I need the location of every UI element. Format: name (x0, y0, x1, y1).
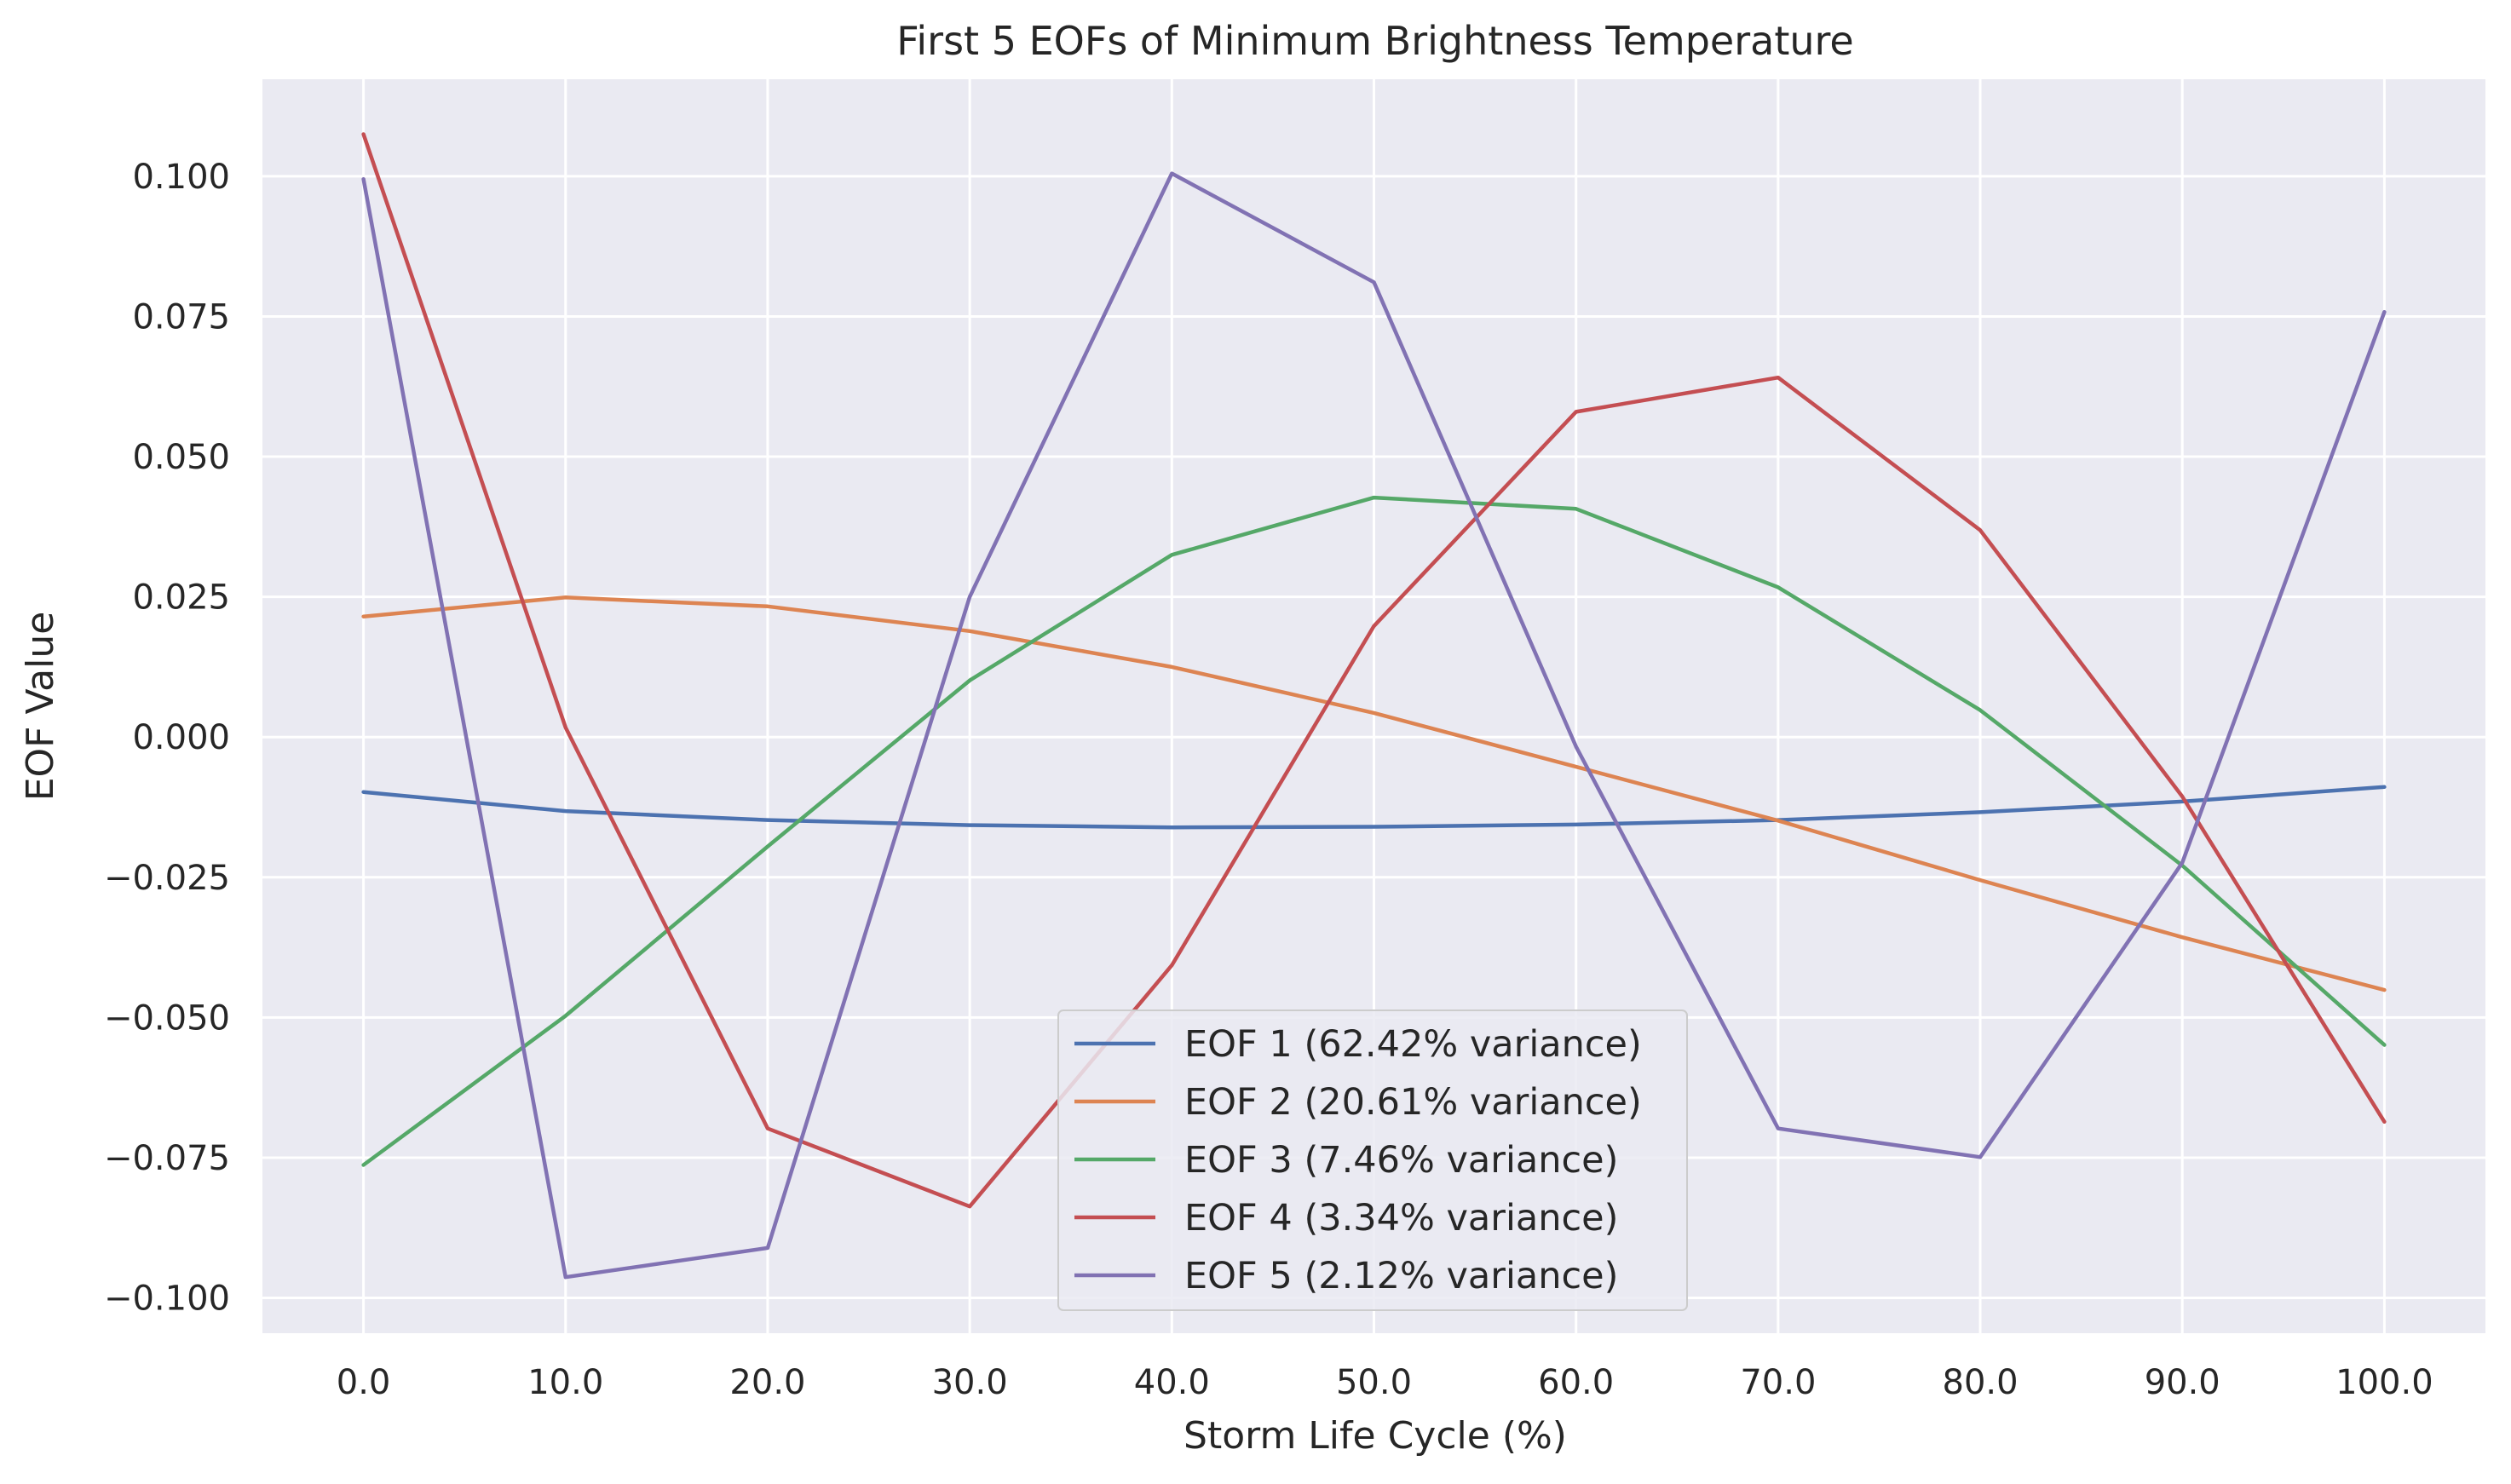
series-line-eof-2 (361, 595, 2387, 992)
y-tick-label: 0.000 (132, 718, 230, 757)
series-line-eof-3 (361, 495, 2387, 1167)
series-line-eof-1 (361, 785, 2387, 830)
legend-label: EOF 4 (3.34% variance) (1184, 1197, 1618, 1240)
legend: EOF 1 (62.42% variance) EOF 2 (20.61% var… (1057, 1009, 1688, 1311)
x-tick-label: 30.0 (932, 1363, 1008, 1402)
x-tick-label: 100.0 (2335, 1363, 2433, 1402)
x-tick-label: 0.0 (337, 1363, 391, 1402)
y-tick-label: −0.100 (104, 1280, 230, 1319)
y-tick-label: −0.075 (104, 1139, 230, 1178)
series-line-eof-5 (361, 171, 2387, 1280)
x-tick-label: 10.0 (527, 1363, 603, 1402)
legend-label: EOF 5 (2.12% variance) (1184, 1255, 1618, 1297)
x-tick-label: 50.0 (1336, 1363, 1412, 1402)
y-tick-label: 0.025 (132, 578, 230, 618)
legend-label: EOF 3 (7.46% variance) (1184, 1139, 1618, 1182)
legend-label: EOF 1 (62.42% variance) (1184, 1023, 1642, 1066)
y-tick-label: 0.050 (132, 438, 230, 477)
x-tick-label: 40.0 (1134, 1363, 1210, 1402)
y-tick-label: 0.100 (132, 158, 230, 197)
x-tick-label: 70.0 (1740, 1363, 1816, 1402)
y-tick-label: −0.025 (104, 859, 230, 898)
chart-title: First 5 EOFs of Minimum Brightness Tempe… (896, 18, 1853, 64)
y-tick-labels: −0.100 −0.075 −0.050 −0.025 0.000 0.025 0.050 0… (104, 158, 230, 1319)
legend-box (1057, 1009, 1688, 1311)
y-tick-label: −0.050 (104, 998, 230, 1038)
y-axis-label: EOF Value (19, 612, 62, 802)
legend-label: EOF 2 (20.61% variance) (1184, 1081, 1642, 1124)
x-tick-label: 90.0 (2145, 1363, 2220, 1402)
x-tick-label: 60.0 (1538, 1363, 1614, 1402)
y-tick-label: 0.075 (132, 297, 230, 336)
series-lines (361, 132, 2387, 1280)
x-axis-label: Storm Life Cycle (%) (1184, 1414, 1567, 1458)
x-tick-labels: 0.0 10.0 20.0 30.0 40.0 50.0 60.0 70.0 80.0 90.0 1… (337, 1363, 2433, 1402)
x-tick-label: 80.0 (1943, 1363, 2019, 1402)
x-tick-label: 20.0 (729, 1363, 805, 1402)
series-line-eof-4 (361, 132, 2387, 1209)
grid-lines (262, 79, 2485, 1333)
